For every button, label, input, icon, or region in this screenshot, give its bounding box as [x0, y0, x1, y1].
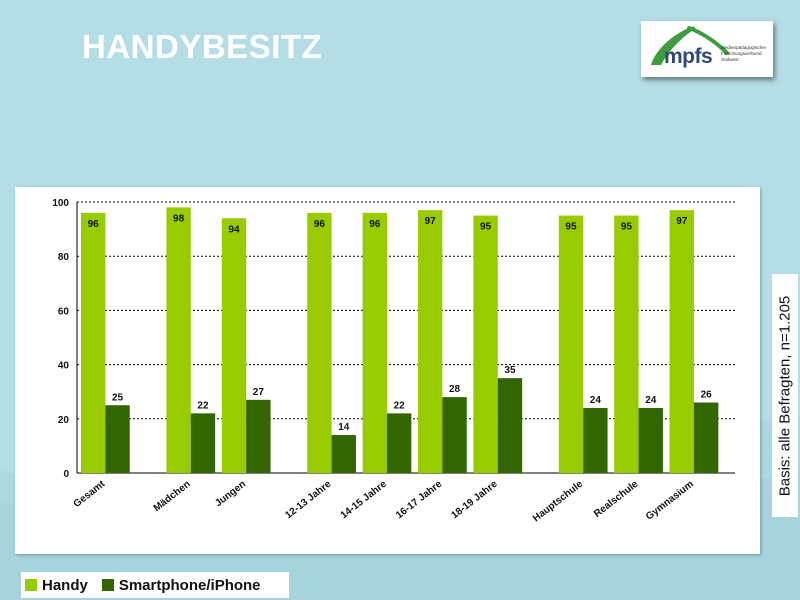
bar-smartphone [693, 402, 719, 473]
data-label: 97 [676, 216, 688, 227]
bar-handy [418, 210, 443, 473]
y-tick-label: 100 [52, 198, 69, 209]
legend-item-smartphone: Smartphone/iPhone [101, 576, 261, 594]
bar-smartphone [246, 399, 271, 473]
x-tick-label: 16-17 Jahre [394, 478, 444, 521]
chart-panel: 0 20 40 60 80 100 96 25 Gesamt 98 22 Mädchen 94 27 Jun… [15, 187, 760, 554]
bar-handy [558, 215, 584, 474]
data-label: 98 [173, 213, 185, 224]
data-label: 95 [621, 222, 633, 233]
bar-smartphone [190, 413, 216, 473]
bar-handy [362, 212, 387, 473]
bar-handy [81, 212, 106, 473]
y-tick-label: 0 [63, 469, 69, 480]
x-tick-label: Hauptschule [531, 478, 585, 524]
bar-handy [221, 218, 247, 473]
x-tick-label: Gymnasium [644, 479, 696, 523]
data-label: 22 [197, 400, 209, 411]
x-tick-label: Mädchen [152, 479, 193, 514]
x-tick-label: Gesamt [72, 478, 108, 510]
bar-smartphone [638, 407, 663, 473]
bar-smartphone [497, 378, 523, 473]
data-label: 26 [701, 390, 713, 401]
logo-subtitle: Medienpädagogischer Forschungsverbund Sü… [721, 45, 773, 62]
y-tick-label: 20 [58, 415, 70, 426]
bar-smartphone [442, 397, 467, 473]
bar-smartphone [386, 413, 412, 473]
data-label: 24 [645, 395, 657, 406]
bar-handy [614, 215, 639, 474]
y-tick-label: 40 [58, 361, 70, 372]
data-label: 95 [480, 222, 492, 233]
legend-label-smartphone: Smartphone/iPhone [118, 576, 261, 594]
chart-legend: Handy Smartphone/iPhone [21, 572, 289, 598]
x-tick-label: 14-15 Jahre [339, 478, 389, 521]
data-label: 97 [425, 216, 437, 227]
bar-smartphone [331, 435, 356, 473]
data-label: 25 [112, 392, 124, 403]
data-label: 35 [504, 365, 516, 376]
x-tick-label: Jungen [213, 479, 248, 510]
bar-handy [669, 210, 694, 473]
y-tick-label: 80 [58, 252, 70, 263]
sample-basis-text: Basis: alle Befragten, n=1.205 [776, 295, 794, 496]
legend-swatch-smartphone [101, 579, 114, 591]
bar-handy [473, 215, 498, 474]
data-label: 96 [314, 219, 326, 230]
bar-smartphone [105, 405, 130, 473]
bar-handy [307, 212, 332, 473]
x-tick-label: Realschule [592, 478, 641, 519]
mpfs-logo: mpfs Medienpädagogischer Forschungsverbu… [641, 21, 773, 77]
logo-subtitle-line: Südwest [721, 56, 739, 62]
bar-smartphone [583, 407, 608, 473]
bar-handy [166, 207, 191, 474]
legend-label-handy: Handy [42, 576, 88, 594]
data-label: 28 [449, 384, 461, 395]
slide-title: HANDYBESITZ [82, 28, 323, 65]
legend-item-handy: Handy [25, 577, 88, 594]
bar-chart: 0 20 40 60 80 100 96 25 Gesamt 98 22 Mädchen 94 27 Jun… [52, 198, 735, 524]
data-label: 14 [338, 422, 350, 433]
data-label: 95 [565, 222, 577, 233]
logo-roof-icon [651, 26, 729, 65]
x-tick-label: 12-13 Jahre [283, 478, 333, 521]
data-label: 96 [88, 219, 100, 230]
sample-basis-note: Basis: alle Befragten, n=1.205 [772, 274, 798, 517]
data-label: 94 [228, 224, 240, 235]
logo-subtitle-line: Forschungsverbund [721, 50, 762, 56]
y-tick-label: 60 [58, 306, 70, 317]
x-tick-label: 18-19 Jahre [449, 478, 499, 521]
logo-subtitle-line: Medienpädagogischer [721, 45, 767, 50]
data-label: 24 [590, 395, 602, 406]
data-label: 96 [369, 219, 381, 230]
data-label: 27 [253, 387, 265, 398]
logo-wordmark: mpfs [664, 45, 713, 68]
data-label: 22 [394, 400, 406, 411]
legend-swatch-handy [25, 579, 37, 591]
